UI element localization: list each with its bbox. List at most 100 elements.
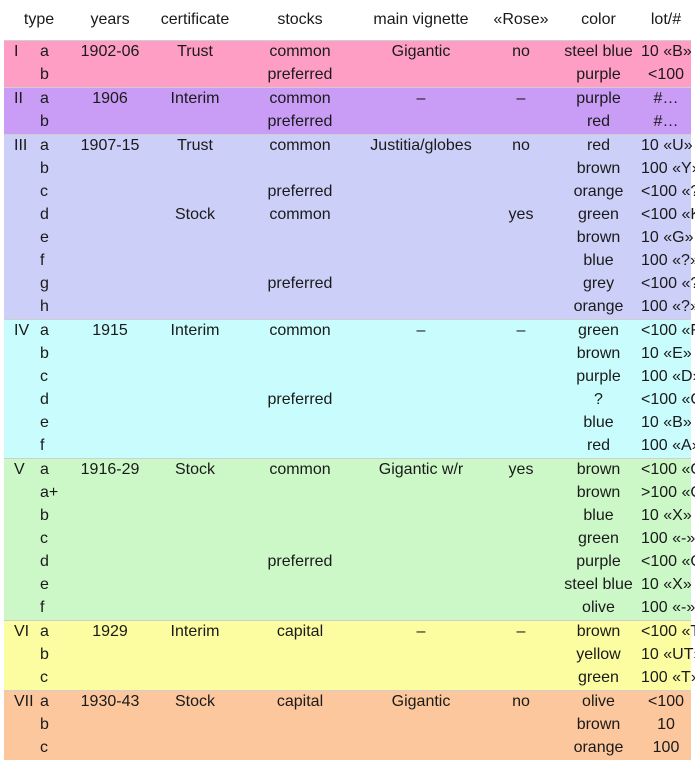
lot-cell: 10 «X» bbox=[641, 574, 692, 597]
years-cell bbox=[74, 737, 146, 760]
vignette-cell bbox=[356, 714, 486, 737]
stocks-cell: preferred bbox=[244, 273, 356, 296]
years-cell bbox=[74, 435, 146, 459]
vignette-cell bbox=[356, 181, 486, 204]
lot-cell: <100 «C» ? bbox=[641, 389, 695, 412]
vignette-cell bbox=[356, 482, 486, 505]
rose-cell bbox=[486, 273, 556, 296]
vignette-cell: Gigantic bbox=[356, 690, 486, 714]
stocks-cell: preferred bbox=[244, 389, 356, 412]
lot-cell: 10 «E» bbox=[641, 343, 692, 366]
vignette-cell bbox=[356, 64, 486, 88]
stocks-cell bbox=[244, 574, 356, 597]
rose-cell bbox=[486, 435, 556, 459]
stocks-cell bbox=[244, 227, 356, 250]
certificate-cell bbox=[146, 296, 244, 320]
rose-cell bbox=[486, 597, 556, 621]
lot-cell: >100 «O» bbox=[641, 482, 695, 505]
color-cell: green bbox=[556, 204, 641, 227]
certificate-cell bbox=[146, 343, 244, 366]
subtype-cell: b bbox=[36, 714, 74, 737]
subtype-cell: b bbox=[36, 64, 74, 88]
years-cell bbox=[74, 366, 146, 389]
table-row: III a 1907-15 Trust common Justitia/globes no r… bbox=[4, 134, 693, 158]
type-cell bbox=[4, 551, 36, 574]
rose-cell bbox=[486, 181, 556, 204]
subtype-cell: d bbox=[36, 551, 74, 574]
certificate-cell bbox=[146, 597, 244, 621]
table-row: c orange 100 bbox=[4, 737, 691, 760]
lot-cell: <100 bbox=[641, 64, 691, 88]
type-cell: IV bbox=[4, 319, 36, 343]
vignette-cell bbox=[356, 644, 486, 667]
type-cell: III bbox=[4, 134, 36, 158]
stocks-cell: common bbox=[244, 319, 356, 343]
rose-cell bbox=[486, 343, 556, 366]
rose-cell bbox=[486, 250, 556, 273]
lot-cell: 100 «-» bbox=[641, 597, 695, 621]
subtype-cell: c bbox=[36, 366, 74, 389]
certificate-cell: Stock bbox=[146, 690, 244, 714]
table-row: f blue 100 «?» bbox=[4, 250, 695, 273]
certificate-cell bbox=[146, 482, 244, 505]
subtype-cell: e bbox=[36, 227, 74, 250]
subtype-cell: d bbox=[36, 389, 74, 412]
subtype-cell: e bbox=[36, 574, 74, 597]
subtype-cell: b bbox=[36, 505, 74, 528]
vignette-cell bbox=[356, 412, 486, 435]
vignette-cell bbox=[356, 227, 486, 250]
years-cell bbox=[74, 528, 146, 551]
color-cell: brown bbox=[556, 620, 641, 644]
stocks-cell bbox=[244, 597, 356, 621]
subtype-cell: c bbox=[36, 667, 74, 691]
years-cell bbox=[74, 551, 146, 574]
years-cell bbox=[74, 644, 146, 667]
rose-cell bbox=[486, 227, 556, 250]
type-cell bbox=[4, 482, 36, 505]
stocks-cell bbox=[244, 343, 356, 366]
color-cell: brown bbox=[556, 458, 641, 482]
lot-cell: 10 bbox=[641, 714, 691, 737]
table-row: h orange 100 «?» bbox=[4, 296, 695, 320]
subtype-cell: c bbox=[36, 528, 74, 551]
lot-cell: <100 «O» bbox=[641, 551, 695, 574]
lot-cell: 100 bbox=[641, 737, 691, 760]
stocks-cell: preferred bbox=[244, 64, 356, 88]
color-cell: purple bbox=[556, 64, 641, 88]
table-row: c green 100 «T» bbox=[4, 667, 695, 691]
color-cell: green bbox=[556, 667, 641, 691]
certificate-cell bbox=[146, 412, 244, 435]
rose-cell bbox=[486, 158, 556, 181]
vignette-cell bbox=[356, 273, 486, 296]
vignette-cell bbox=[356, 296, 486, 320]
vignette-cell bbox=[356, 389, 486, 412]
table-row: b preferred purple <100 bbox=[4, 64, 691, 88]
stocks-cell: capital bbox=[244, 620, 356, 644]
lot-cell: 10 «X» bbox=[641, 505, 692, 528]
table-row: b brown 10 bbox=[4, 714, 691, 737]
lot-cell: 10 «U» bbox=[641, 134, 693, 158]
years-cell: 1929 bbox=[74, 620, 146, 644]
type-cell: II bbox=[4, 87, 36, 111]
rose-cell bbox=[486, 667, 556, 691]
certificate-cell: Stock bbox=[146, 458, 244, 482]
lot-cell: 10 «UT» bbox=[641, 644, 695, 667]
table-row: b brown 10 «E» bbox=[4, 343, 692, 366]
color-cell: brown bbox=[556, 343, 641, 366]
years-cell bbox=[74, 389, 146, 412]
table-row: e steel blue 10 «X» bbox=[4, 574, 692, 597]
years-cell bbox=[74, 227, 146, 250]
type-cell bbox=[4, 574, 36, 597]
lot-cell: <100 «F» bbox=[641, 319, 695, 343]
years-cell bbox=[74, 273, 146, 296]
vignette-cell bbox=[356, 574, 486, 597]
years-cell: 1902-06 bbox=[74, 40, 146, 64]
lot-cell: #… bbox=[641, 111, 691, 135]
lot-cell: 100 «A» bbox=[641, 435, 695, 459]
certificate-cell bbox=[146, 528, 244, 551]
